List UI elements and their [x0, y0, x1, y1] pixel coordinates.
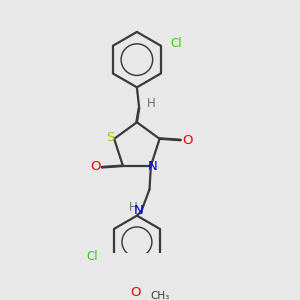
- Text: N: N: [148, 160, 157, 173]
- Text: O: O: [130, 286, 141, 299]
- Text: N: N: [134, 204, 144, 217]
- Text: Cl: Cl: [170, 37, 182, 50]
- Text: O: O: [182, 134, 192, 147]
- Text: H: H: [129, 201, 137, 214]
- Text: O: O: [90, 160, 101, 173]
- Text: Cl: Cl: [86, 250, 98, 263]
- Text: S: S: [106, 131, 114, 144]
- Text: H: H: [147, 97, 156, 110]
- Text: CH₃: CH₃: [151, 290, 170, 300]
